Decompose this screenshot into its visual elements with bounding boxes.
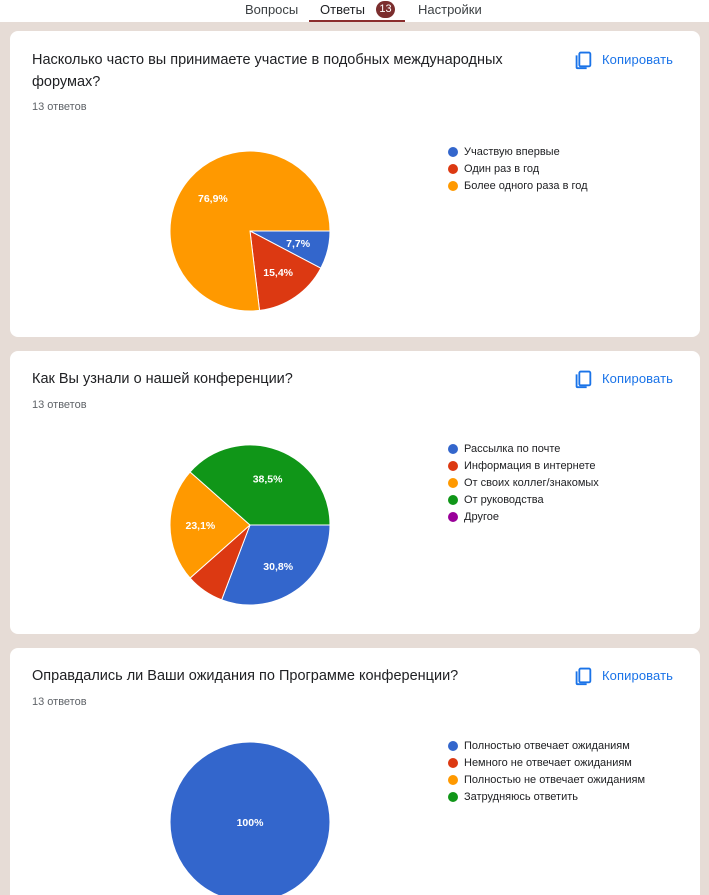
pie-slice[interactable]: [169, 150, 331, 312]
legend-label: От руководства: [464, 493, 544, 506]
pie-slice-label: 76,9%: [198, 193, 228, 205]
question-title: Насколько часто вы принимаете участие в …: [32, 52, 503, 90]
pie-slice[interactable]: [220, 524, 331, 606]
chart-legend: Полностью отвечает ожиданиям Немного не …: [448, 737, 645, 805]
pie-slice-label: 7,7%: [286, 238, 311, 250]
copy-button-label: Копировать: [602, 370, 673, 386]
pie-slice-label: 23,1%: [186, 520, 216, 532]
chart-legend: Участвую впервые Один раз в год Более од…: [448, 143, 588, 194]
pie-chart-expectations: 100%: [169, 741, 331, 895]
legend-label: Полностью не отвечает ожиданиям: [464, 773, 646, 786]
copy-icon: [575, 370, 592, 389]
legend-dot: [448, 740, 458, 751]
legend-dot: [448, 163, 458, 174]
legend-item: От своих коллег/знакомых: [448, 474, 599, 491]
legend-item: Затрудняюсь ответить: [448, 788, 645, 805]
tab-questions[interactable]: Вопросы: [245, 2, 299, 17]
active-tab-indicator: [309, 20, 405, 22]
pie-slice[interactable]: [249, 230, 322, 311]
tab-bar: Вопросы Ответы 13 Настройки: [0, 0, 709, 22]
pie-slice-label: 38,5%: [253, 474, 283, 486]
legend-label: От своих коллег/знакомых: [464, 476, 599, 489]
response-count: 13 ответов: [32, 696, 87, 708]
legend-item: От руководства: [448, 491, 599, 508]
legend-item: Информация в интернете: [448, 457, 599, 474]
legend-dot: [448, 443, 458, 454]
legend-label: Один раз в год: [464, 162, 540, 175]
pie-slice[interactable]: [169, 471, 251, 579]
legend-item: Более одного раза в год: [448, 177, 588, 194]
legend-item: Один раз в год: [448, 160, 588, 177]
legend-label: Рассылка по почте: [464, 442, 561, 455]
question-title: Оправдались ли Ваши ожидания по Программ…: [32, 668, 459, 684]
pie-slice-label: 30,8%: [263, 561, 293, 573]
question-card-expectations: Оправдались ли Ваши ожидания по Программ…: [10, 648, 700, 895]
legend-dot: [448, 180, 458, 191]
legend-label: Более одного раза в год: [464, 179, 588, 192]
response-count: 13 ответов: [32, 399, 87, 411]
legend-label: Немного не отвечает ожиданиям: [464, 756, 632, 769]
legend-dot: [448, 146, 458, 157]
copy-button[interactable]: Копировать: [572, 661, 673, 689]
pie-slice[interactable]: [169, 741, 331, 895]
question-card-frequency: Насколько часто вы принимаете участие в …: [10, 31, 700, 337]
legend-item: Полностью отвечает ожиданиям: [448, 737, 645, 754]
tab-responses[interactable]: Ответы: [320, 2, 365, 17]
legend-item: Рассылка по почте: [448, 440, 599, 457]
legend-dot: [448, 511, 458, 522]
chart-legend: Рассылка по почте Информация в интернете…: [448, 440, 599, 525]
legend-item: Немного не отвечает ожиданиям: [448, 754, 645, 771]
tab-settings[interactable]: Настройки: [418, 2, 482, 17]
legend-dot: [448, 774, 458, 785]
pie-chart-frequency: 7,7% 15,4% 76,9%: [169, 150, 331, 312]
legend-item: Полностью не отвечает ожиданиям: [448, 771, 645, 788]
pie-chart-source: 30,8% 23,1% 38,5%: [169, 444, 331, 606]
legend-label: Участвую впервые: [464, 145, 560, 158]
copy-icon: [575, 667, 592, 686]
pie-slice-label: 15,4%: [263, 267, 293, 279]
legend-item: Другое: [448, 508, 599, 525]
legend-item: Участвую впервые: [448, 143, 588, 160]
copy-button[interactable]: Копировать: [572, 364, 673, 392]
question-card-source: Как Вы узнали о нашей конференции? 13 от…: [10, 351, 700, 634]
legend-dot: [448, 494, 458, 505]
pie-slice-label: 100%: [237, 817, 265, 829]
question-title: Как Вы узнали о нашей конференции?: [32, 371, 293, 387]
copy-button-label: Копировать: [602, 51, 673, 67]
legend-label: Другое: [464, 510, 499, 523]
legend-dot: [448, 460, 458, 471]
legend-label: Информация в интернете: [464, 459, 596, 472]
copy-icon: [575, 51, 592, 70]
pie-slice[interactable]: [189, 444, 331, 526]
legend-dot: [448, 477, 458, 488]
legend-label: Полностью отвечает ожиданиям: [464, 739, 630, 752]
copy-button[interactable]: Копировать: [572, 45, 673, 73]
copy-button-label: Копировать: [602, 667, 673, 683]
response-count: 13 ответов: [32, 101, 87, 113]
legend-dot: [448, 791, 458, 802]
responses-count-badge: 13: [376, 1, 395, 18]
legend-dot: [448, 757, 458, 768]
legend-label: Затрудняюсь ответить: [464, 790, 579, 803]
